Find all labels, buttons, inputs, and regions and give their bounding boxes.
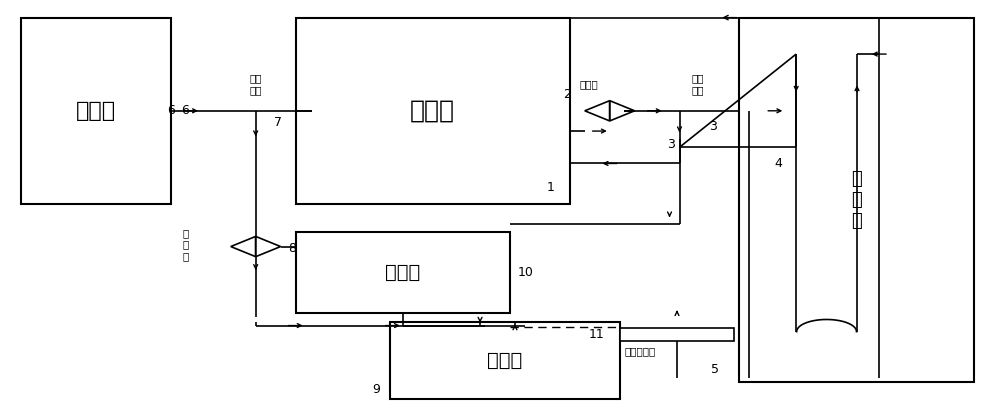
Text: 冷却器: 冷却器 xyxy=(487,350,523,370)
Text: 发动机: 发动机 xyxy=(410,99,455,123)
Bar xyxy=(296,233,510,313)
Text: 9: 9 xyxy=(372,384,380,397)
Text: 流
量
阀: 流 量 阀 xyxy=(183,228,189,261)
Text: 流量阀: 流量阀 xyxy=(580,80,599,89)
Text: 温度传感器: 温度传感器 xyxy=(625,346,656,356)
Bar xyxy=(390,322,620,399)
Text: 4: 4 xyxy=(774,157,782,170)
Bar xyxy=(296,18,570,204)
Text: 2: 2 xyxy=(563,88,571,101)
Text: 5: 5 xyxy=(711,363,719,376)
Text: 8: 8 xyxy=(289,242,297,255)
Text: 11: 11 xyxy=(589,328,605,341)
Text: 7: 7 xyxy=(274,116,282,129)
Text: 6: 6 xyxy=(181,104,189,117)
Text: 3: 3 xyxy=(709,120,717,133)
Text: 三通
接头: 三通 接头 xyxy=(691,74,704,95)
Text: 10: 10 xyxy=(518,266,534,279)
Text: 1: 1 xyxy=(547,181,555,194)
Text: 散热器: 散热器 xyxy=(76,101,116,121)
Bar xyxy=(739,18,974,382)
Text: 6: 6 xyxy=(167,104,175,117)
Bar xyxy=(21,18,171,204)
Text: 控制器: 控制器 xyxy=(385,264,420,282)
Text: 3: 3 xyxy=(667,137,675,151)
Text: 尿
素
箱: 尿 素 箱 xyxy=(851,170,862,230)
Text: 三通
接头: 三通 接头 xyxy=(249,74,262,95)
Bar xyxy=(620,328,734,341)
